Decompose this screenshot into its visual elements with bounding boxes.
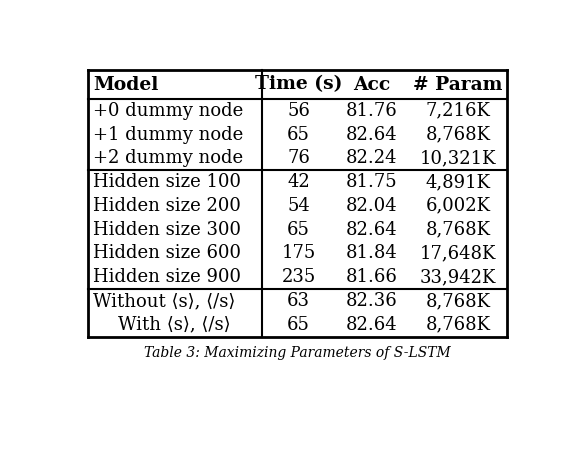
Text: 65: 65 <box>287 221 310 239</box>
Text: 17,648K: 17,648K <box>420 244 496 262</box>
Text: 82.04: 82.04 <box>346 197 397 215</box>
Text: Hidden size 600: Hidden size 600 <box>93 244 241 262</box>
Text: 54: 54 <box>287 197 310 215</box>
Text: Hidden size 900: Hidden size 900 <box>93 268 241 286</box>
Text: Hidden size 100: Hidden size 100 <box>93 173 241 191</box>
Text: 76: 76 <box>287 149 310 168</box>
Text: 8,768K: 8,768K <box>426 292 490 310</box>
Text: 8,768K: 8,768K <box>426 316 490 334</box>
Text: 175: 175 <box>281 244 316 262</box>
Text: 65: 65 <box>287 126 310 143</box>
Text: 63: 63 <box>287 292 310 310</box>
Text: 81.76: 81.76 <box>346 102 398 120</box>
Text: 82.64: 82.64 <box>346 316 397 334</box>
Text: Time (s): Time (s) <box>255 75 342 94</box>
Text: With ⟨s⟩, ⟨/s⟩: With ⟨s⟩, ⟨/s⟩ <box>119 316 231 334</box>
Text: 81.75: 81.75 <box>346 173 397 191</box>
Text: 7,216K: 7,216K <box>426 102 490 120</box>
Text: Hidden size 200: Hidden size 200 <box>93 197 241 215</box>
Text: 10,321K: 10,321K <box>420 149 496 168</box>
Text: 81.66: 81.66 <box>346 268 398 286</box>
Text: 4,891K: 4,891K <box>426 173 490 191</box>
Text: 42: 42 <box>287 173 310 191</box>
Text: 33,942K: 33,942K <box>420 268 496 286</box>
Text: 82.36: 82.36 <box>346 292 398 310</box>
Text: # Param: # Param <box>413 75 503 94</box>
Text: 65: 65 <box>287 316 310 334</box>
Text: 82.64: 82.64 <box>346 221 397 239</box>
Text: +0 dummy node: +0 dummy node <box>93 102 243 120</box>
Text: 82.64: 82.64 <box>346 126 397 143</box>
Text: Table 3: Maximizing Parameters of S-LSTM: Table 3: Maximizing Parameters of S-LSTM <box>144 346 451 360</box>
Text: Model: Model <box>93 75 158 94</box>
Text: Without ⟨s⟩, ⟨/s⟩: Without ⟨s⟩, ⟨/s⟩ <box>93 292 236 310</box>
Text: 81.84: 81.84 <box>346 244 398 262</box>
Text: 8,768K: 8,768K <box>426 126 490 143</box>
Text: 8,768K: 8,768K <box>426 221 490 239</box>
Text: 235: 235 <box>281 268 316 286</box>
Text: 56: 56 <box>287 102 310 120</box>
Text: 82.24: 82.24 <box>346 149 397 168</box>
Text: 6,002K: 6,002K <box>426 197 490 215</box>
Text: +1 dummy node: +1 dummy node <box>93 126 243 143</box>
Text: Hidden size 300: Hidden size 300 <box>93 221 241 239</box>
Text: Acc: Acc <box>353 75 391 94</box>
Text: +2 dummy node: +2 dummy node <box>93 149 243 168</box>
